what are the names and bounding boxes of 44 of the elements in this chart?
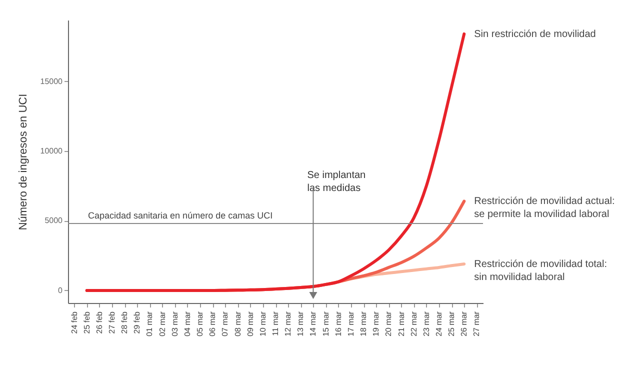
x-tick-label: 13 mar	[296, 311, 306, 336]
x-tick-label: 19 mar	[372, 311, 381, 336]
x-tick-label: 17 mar	[346, 311, 356, 336]
x-tick-label: 20 mar	[384, 311, 394, 336]
x-tick-label: 12 mar	[284, 311, 293, 336]
x-tick-label: 26 feb	[94, 310, 104, 334]
y-tick-label: 15000	[40, 76, 64, 86]
x-tick-label: 24 feb	[70, 310, 79, 334]
x-tick-label: 06 mar	[208, 311, 218, 336]
x-tick-label: 23 mar	[422, 311, 431, 336]
x-tick-label: 02 mar	[158, 311, 167, 336]
x-tick-label: 10 mar	[258, 311, 268, 336]
x-tick-label: 25 feb	[82, 310, 92, 334]
x-tick-label: 05 mar	[196, 311, 205, 336]
series-label: Sin restricción de movilidad	[474, 28, 596, 40]
x-tick-label: 04 mar	[182, 311, 192, 336]
x-tick-label: 07 mar	[220, 311, 230, 336]
x-tick-label: 27 feb	[108, 310, 117, 334]
y-tick-label: 10000	[40, 146, 64, 156]
y-tick-label: 5000	[44, 216, 64, 226]
x-tick-label: 27 mar	[472, 311, 482, 336]
series-label: Restricción de movilidad total: sin movilidad laboral	[474, 258, 607, 283]
x-tick-label: 11 mar	[271, 311, 280, 336]
x-tick-label: 22 mar	[409, 311, 418, 336]
x-tick-label: 14 mar	[308, 311, 318, 336]
x-tick-label: 08 mar	[233, 311, 242, 336]
x-tick-label: 28 feb	[120, 310, 130, 334]
x-tick-label: 26 mar	[460, 311, 469, 336]
ref-line-label: Se implantan las medidas	[307, 170, 366, 194]
x-tick-label: 15 mar	[321, 311, 330, 336]
x-tick-label: 16 mar	[334, 311, 343, 336]
x-tick-label: 01 mar	[145, 311, 154, 336]
x-tick-label: 18 mar	[359, 311, 368, 336]
x-tick-label: 25 mar	[447, 311, 456, 336]
x-tick-label: 29 feb	[132, 310, 142, 334]
x-tick-label: 24 mar	[434, 311, 444, 336]
series-label: Restricción de movilidad actual: se permite la movilidad laboral	[474, 196, 615, 220]
y-tick-label: 0	[58, 286, 64, 295]
x-tick-label: 21 mar	[396, 311, 406, 336]
y-axis-title: Número de ingresos en UCI	[17, 94, 30, 230]
x-tick-label: 03 mar	[170, 311, 180, 336]
ref-line-label: Capacidad sanitaria en número de camas UCI	[88, 210, 273, 221]
line-series	[85, 32, 466, 292]
x-tick-label: 09 mar	[246, 311, 255, 336]
